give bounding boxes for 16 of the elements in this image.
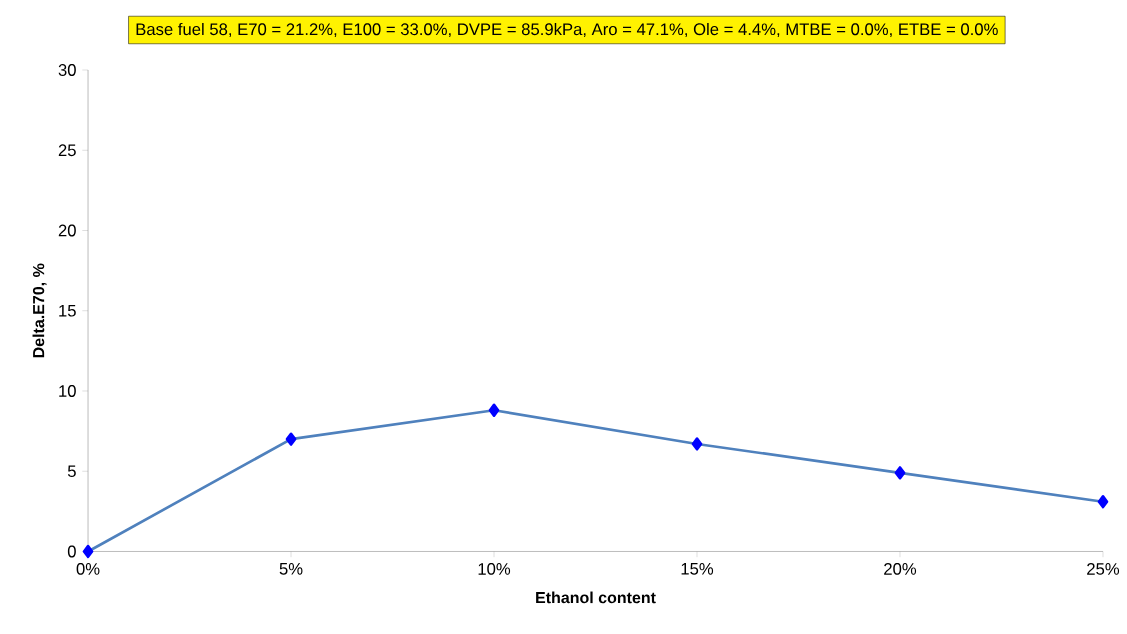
x-tick-label: 25% bbox=[1087, 562, 1120, 575]
y-tick-label: 20 bbox=[58, 224, 76, 237]
x-tick-label: 15% bbox=[681, 562, 714, 575]
x-tick-label: 5% bbox=[279, 562, 303, 575]
x-tick-label: 10% bbox=[478, 562, 511, 575]
y-axis-title: Delta.E70, % bbox=[32, 263, 47, 358]
x-tick-label: 0% bbox=[76, 562, 100, 575]
x-axis-title: Ethanol content bbox=[536, 591, 656, 604]
y-tick-label: 25 bbox=[58, 144, 76, 157]
y-tick-label: 30 bbox=[58, 64, 76, 76]
chart-title: Base fuel 58, E70 = 21.2%, E100 = 33.0%, DVPE = 85.9kPa, Aro = 47.1%, Ole = 4.4%, MTBE = 0.0%, ETBE = 0.0% bbox=[136, 22, 998, 38]
y-tick-label: 15 bbox=[59, 304, 76, 317]
y-tick-label: 5 bbox=[67, 465, 76, 477]
y-tick-label: 10 bbox=[59, 385, 76, 397]
y-tick-label: 0 bbox=[67, 545, 76, 558]
x-tick-label: 20% bbox=[884, 562, 917, 575]
